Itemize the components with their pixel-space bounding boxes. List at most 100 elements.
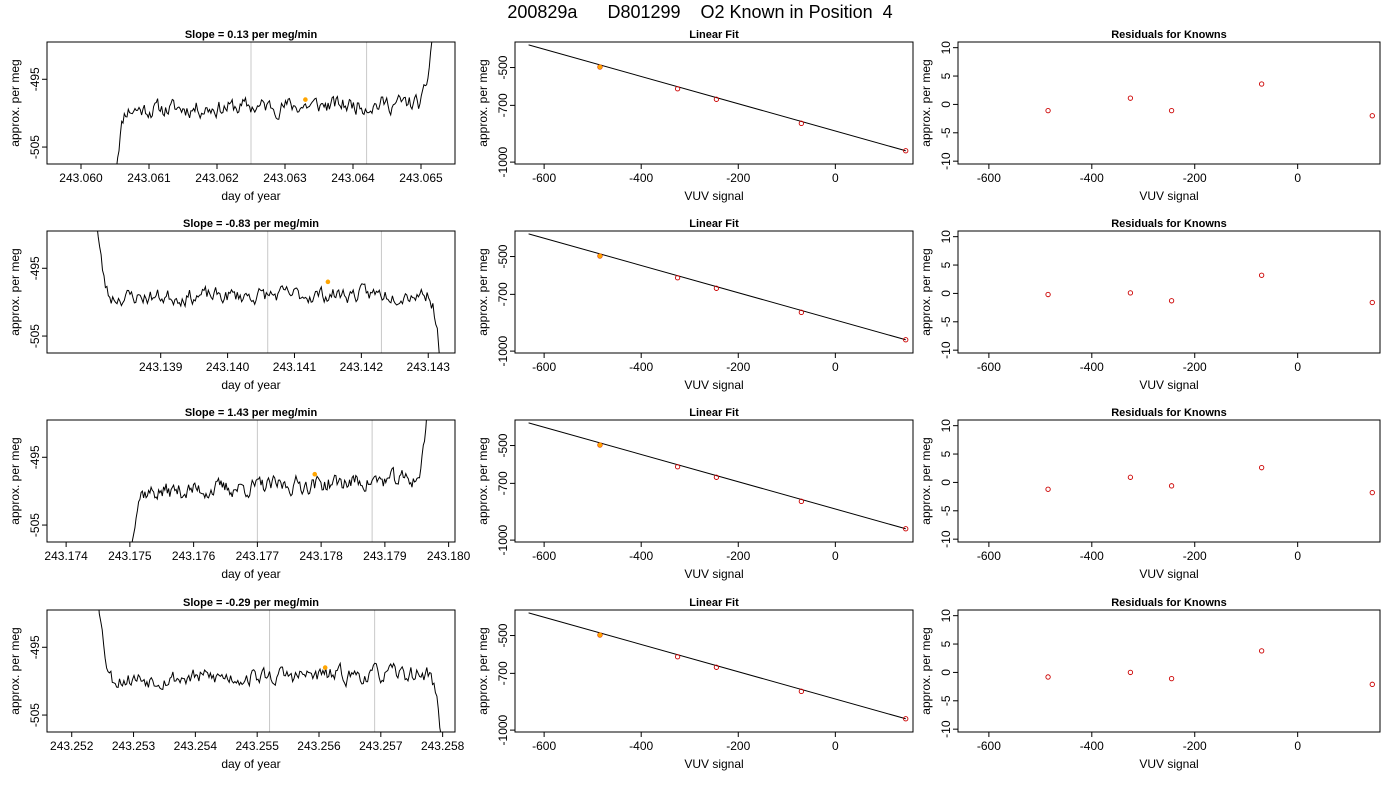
x-tick-label: 243.257 bbox=[359, 739, 403, 753]
y-tick-label: -495 bbox=[28, 445, 42, 469]
y-tick-label: 10 bbox=[939, 609, 953, 623]
data-point bbox=[674, 86, 681, 92]
fit-line bbox=[528, 44, 906, 152]
fit-line bbox=[528, 422, 906, 530]
x-tick-label: 243.179 bbox=[363, 549, 407, 563]
y-axis-label: approx. per meg bbox=[919, 627, 933, 714]
x-tick-label: 243.142 bbox=[340, 360, 384, 374]
fit-line bbox=[528, 233, 906, 341]
x-tick-label: 243.065 bbox=[399, 171, 443, 185]
y-axis-label: approx. per meg bbox=[8, 59, 22, 146]
x-axis-label: VUV signal bbox=[684, 189, 743, 203]
x-axis-label: VUV signal bbox=[684, 567, 743, 581]
plot-frame bbox=[514, 41, 914, 165]
x-axis-label: VUV signal bbox=[1139, 378, 1198, 392]
y-tick-label: -5 bbox=[939, 505, 953, 516]
data-point bbox=[1127, 474, 1134, 480]
x-tick-label: 243.255 bbox=[235, 739, 279, 753]
panel-r1-c0: Slope = -0.83 per meg/min 243.139 243.140 2… bbox=[8, 218, 456, 392]
data-point bbox=[1369, 489, 1375, 496]
plot-area bbox=[1045, 81, 1375, 119]
data-point bbox=[1258, 272, 1265, 278]
data-trace bbox=[98, 610, 442, 732]
plot-frame bbox=[957, 419, 1381, 543]
plot-frame bbox=[957, 609, 1381, 733]
x-tick-label: -600 bbox=[977, 171, 1001, 185]
x-tick-label: -200 bbox=[1183, 360, 1207, 374]
panel-r1-c1: Linear Fit -600 -400 -200 0 -500 -700 -1000 VUV … bbox=[476, 218, 914, 392]
y-tick-label: 0 bbox=[939, 479, 953, 486]
y-tick-label: -505 bbox=[28, 324, 42, 348]
x-tick-label: -600 bbox=[532, 171, 556, 185]
x-tick-label: 0 bbox=[832, 360, 839, 374]
plot-frame bbox=[514, 419, 914, 543]
data-point bbox=[903, 148, 909, 154]
x-tick-label: 243.063 bbox=[263, 171, 307, 185]
x-tick-label: -400 bbox=[629, 171, 653, 185]
panel-title: Slope = -0.83 per meg/min bbox=[183, 218, 319, 230]
y-axis-label: approx. per meg bbox=[476, 437, 490, 524]
x-tick-label: 243.256 bbox=[297, 739, 341, 753]
x-tick-label: -600 bbox=[977, 739, 1001, 753]
data-point bbox=[674, 275, 681, 281]
x-tick-label: -200 bbox=[1183, 549, 1207, 563]
plot-frame bbox=[957, 230, 1381, 354]
y-tick-label: -505 bbox=[28, 135, 42, 159]
data-point bbox=[903, 526, 909, 532]
data-point bbox=[798, 688, 805, 694]
y-tick-label: -10 bbox=[939, 530, 953, 548]
panel-title: Slope = -0.29 per meg/min bbox=[183, 597, 319, 609]
data-point bbox=[903, 337, 909, 343]
x-axis-label: VUV signal bbox=[684, 378, 743, 392]
x-tick-label: 243.061 bbox=[127, 171, 171, 185]
y-tick-label: 10 bbox=[939, 230, 953, 244]
x-tick-label: -400 bbox=[1080, 739, 1104, 753]
y-tick-label: -5 bbox=[939, 695, 953, 706]
y-tick-label: -1000 bbox=[496, 524, 510, 555]
x-tick-label: 243.254 bbox=[174, 739, 218, 753]
highlight-point bbox=[597, 253, 603, 259]
y-tick-label: -495 bbox=[28, 635, 42, 659]
x-tick-label: -400 bbox=[629, 739, 653, 753]
x-tick-label: 243.062 bbox=[195, 171, 239, 185]
y-axis-label: approx. per meg bbox=[919, 248, 933, 335]
x-tick-label: -400 bbox=[1080, 360, 1104, 374]
y-tick-label: -495 bbox=[28, 256, 42, 280]
y-axis-label: approx. per meg bbox=[476, 248, 490, 335]
x-tick-label: 243.140 bbox=[206, 360, 250, 374]
data-point bbox=[713, 285, 720, 291]
y-tick-label: -5 bbox=[939, 316, 953, 327]
highlight-point bbox=[597, 632, 603, 638]
y-tick-label: 5 bbox=[939, 640, 953, 647]
y-tick-label: 10 bbox=[939, 419, 953, 433]
data-point bbox=[674, 464, 681, 470]
x-tick-label: -600 bbox=[532, 360, 556, 374]
y-tick-label: -500 bbox=[496, 623, 510, 647]
y-tick-label: 5 bbox=[939, 261, 953, 268]
x-axis-label: VUV signal bbox=[1139, 757, 1198, 771]
y-tick-label: -10 bbox=[939, 720, 953, 738]
y-axis-label: approx. per meg bbox=[919, 59, 933, 146]
x-tick-label: -200 bbox=[1183, 171, 1207, 185]
plot-area bbox=[528, 44, 909, 154]
x-tick-label: -600 bbox=[977, 360, 1001, 374]
data-trace bbox=[97, 231, 440, 353]
data-point bbox=[1369, 113, 1375, 119]
y-axis-label: approx. per meg bbox=[919, 437, 933, 524]
x-tick-label: -600 bbox=[532, 549, 556, 563]
data-point bbox=[713, 664, 720, 670]
y-axis-label: approx. per meg bbox=[476, 627, 490, 714]
plot-frame bbox=[957, 41, 1381, 165]
plot-frame bbox=[514, 609, 914, 733]
x-tick-label: 243.175 bbox=[108, 549, 152, 563]
y-tick-label: -10 bbox=[939, 152, 953, 170]
x-tick-label: 0 bbox=[1294, 171, 1301, 185]
y-tick-label: -1000 bbox=[496, 146, 510, 177]
x-tick-label: 243.143 bbox=[407, 360, 451, 374]
x-tick-label: -400 bbox=[629, 360, 653, 374]
plot-frame bbox=[514, 230, 914, 354]
data-point bbox=[1045, 291, 1051, 298]
x-tick-label: 243.139 bbox=[139, 360, 183, 374]
data-point bbox=[798, 498, 805, 504]
data-point bbox=[1127, 95, 1134, 101]
